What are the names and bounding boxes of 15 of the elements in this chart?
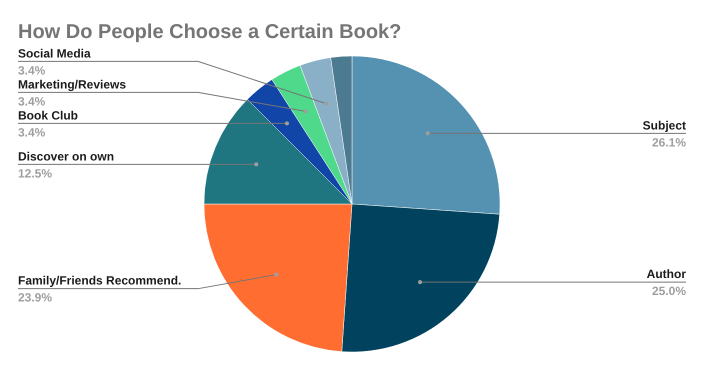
slice-label: Social Media: [18, 46, 92, 60]
slice-label: Marketing/Reviews: [18, 77, 126, 92]
data-label: 3.4%: [18, 125, 46, 140]
slice-label: Author: [646, 267, 686, 282]
data-label: 12.5%: [18, 166, 52, 180]
data-label: 25.0%: [652, 284, 686, 298]
data-label: 3.4%: [18, 94, 46, 108]
data-label: 3.4%: [18, 63, 46, 78]
slice-label: Discover on own: [18, 149, 114, 164]
data-label: 23.9%: [18, 290, 52, 305]
chart-title: How Do People Choose a Certain Book?: [18, 21, 402, 43]
data-label: 26.1%: [652, 135, 686, 150]
slice-label: Family/Friends Recommend.: [18, 274, 182, 288]
slice-label: Subject: [642, 118, 686, 132]
slice-label: Book Club: [18, 108, 78, 122]
